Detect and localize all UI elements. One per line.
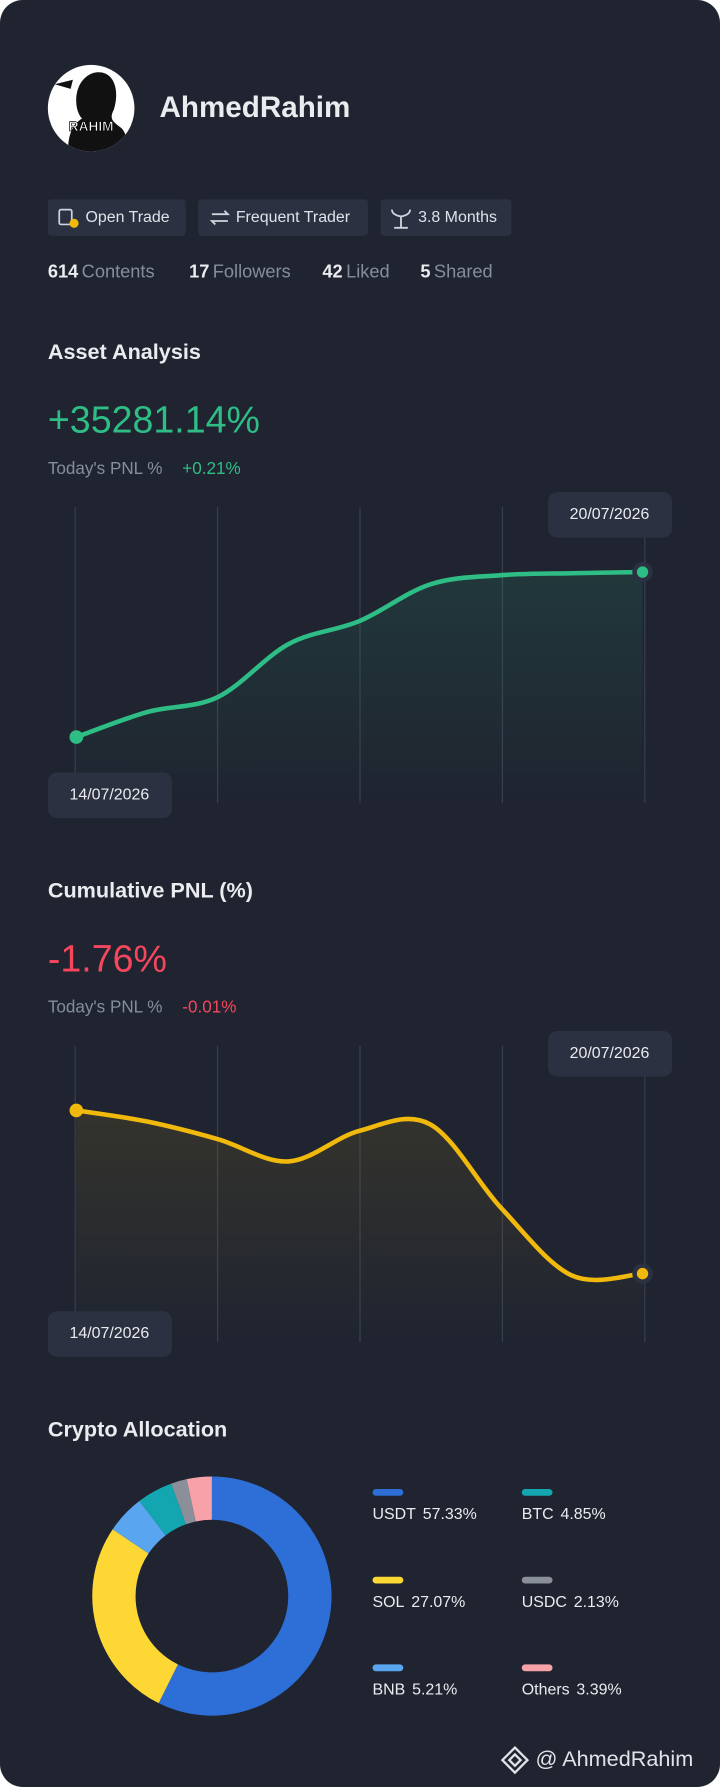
legend-name: USDC xyxy=(522,1594,567,1611)
date-tooltip xyxy=(547,492,673,538)
donut-slice xyxy=(171,1479,197,1525)
end-date: 20/07/2026 xyxy=(570,506,650,523)
legend-name: Others xyxy=(522,1682,570,1699)
today-label: Today's PNL % xyxy=(48,998,163,1017)
legend-entry: SOL 27.07% xyxy=(373,1594,466,1611)
legend-entry: BNB 5.21% xyxy=(373,1682,458,1699)
pnl-chart: 20/07/2026 14/07/2026 xyxy=(47,1031,673,1357)
legend-value: 4.85% xyxy=(560,1506,605,1523)
end-point xyxy=(636,566,649,578)
legend-swatch xyxy=(372,1488,404,1496)
badge: Open Trade xyxy=(47,199,186,236)
badge: Frequent Trader xyxy=(198,199,368,236)
footer-logo xyxy=(500,1745,530,1775)
legend-swatch xyxy=(372,1664,404,1672)
date-tooltip xyxy=(47,772,173,818)
legend-value: 3.39% xyxy=(576,1682,621,1699)
stat-value: 5 xyxy=(420,261,430,281)
legend-name: SOL xyxy=(373,1594,405,1611)
legend-name: USDT xyxy=(373,1506,417,1523)
legend-entry: USDC 2.13% xyxy=(522,1594,619,1611)
avatar: RAHIM xyxy=(47,64,135,152)
start-point xyxy=(69,1103,84,1118)
user-name: AhmedRahim xyxy=(159,91,350,124)
stat-label: Followers xyxy=(213,261,291,281)
stat-label: Liked xyxy=(346,261,390,281)
section-title: Asset Analysis xyxy=(48,339,201,364)
end-point xyxy=(636,1267,649,1280)
today-value: +0.21% xyxy=(182,459,240,478)
line-series xyxy=(74,569,645,740)
badge-text: Open Trade xyxy=(85,209,169,226)
donut-slice xyxy=(186,1476,213,1522)
legend-swatch xyxy=(521,1664,553,1672)
line-area xyxy=(76,1110,643,1343)
line-series xyxy=(74,1108,645,1283)
legend-entry: USDT 57.33% xyxy=(373,1506,477,1523)
today-value: -0.01% xyxy=(182,998,236,1017)
stat-value: 614 xyxy=(48,261,79,281)
donut-slice xyxy=(92,1529,179,1704)
donut-slice xyxy=(139,1483,187,1536)
legend-value: 57.33% xyxy=(423,1506,477,1523)
asset-chart: 20/07/2026 14/07/2026 xyxy=(47,492,673,818)
stat-label: Contents xyxy=(82,261,155,281)
date-tooltip xyxy=(47,1311,173,1357)
avatar-text: RAHIM xyxy=(69,119,114,134)
date-tooltip xyxy=(547,1031,673,1077)
stats-row: 614 Contents 17 Followers 42 Liked 5 Shared xyxy=(48,261,493,281)
legend-name: BTC xyxy=(522,1506,554,1523)
line-area xyxy=(76,572,643,804)
legend-value: 2.13% xyxy=(574,1594,619,1611)
stat-value: 42 xyxy=(322,261,342,281)
legend-swatch xyxy=(521,1488,553,1496)
pnl-value: -1.76% xyxy=(48,937,167,979)
section-title: Crypto Allocation xyxy=(48,1417,227,1442)
stat-value: 17 xyxy=(189,261,209,281)
footer-handle: @ AhmedRahim xyxy=(535,1746,693,1771)
donut-slice xyxy=(112,1500,167,1555)
badge-text: Frequent Trader xyxy=(236,209,351,226)
legend-entry: BTC 4.85% xyxy=(522,1506,606,1523)
legend-name: BNB xyxy=(373,1682,406,1699)
legend-swatch xyxy=(372,1576,404,1584)
allocation-chart: USDT 57.33% SOL 27.07% BNB 5.21% BTC 4.85% USDC 2… xyxy=(92,1476,622,1716)
start-date: 14/07/2026 xyxy=(69,1325,149,1342)
badge-text: 3.8 Months xyxy=(418,209,497,226)
end-date: 20/07/2026 xyxy=(570,1045,650,1062)
stat-label: Shared xyxy=(434,261,493,281)
legend-entry: Others 3.39% xyxy=(522,1682,622,1699)
start-date: 14/07/2026 xyxy=(69,786,149,803)
legend-value: 27.07% xyxy=(411,1594,465,1611)
today-label: Today's PNL % xyxy=(48,459,163,478)
badge: 3.8 Months xyxy=(380,199,512,236)
legend-swatch xyxy=(521,1576,553,1584)
section-title: Cumulative PNL (%) xyxy=(48,878,253,903)
legend-value: 5.21% xyxy=(412,1682,457,1699)
donut-slice xyxy=(158,1476,332,1716)
start-point xyxy=(69,730,84,744)
pnl-value: +35281.14% xyxy=(48,399,260,441)
